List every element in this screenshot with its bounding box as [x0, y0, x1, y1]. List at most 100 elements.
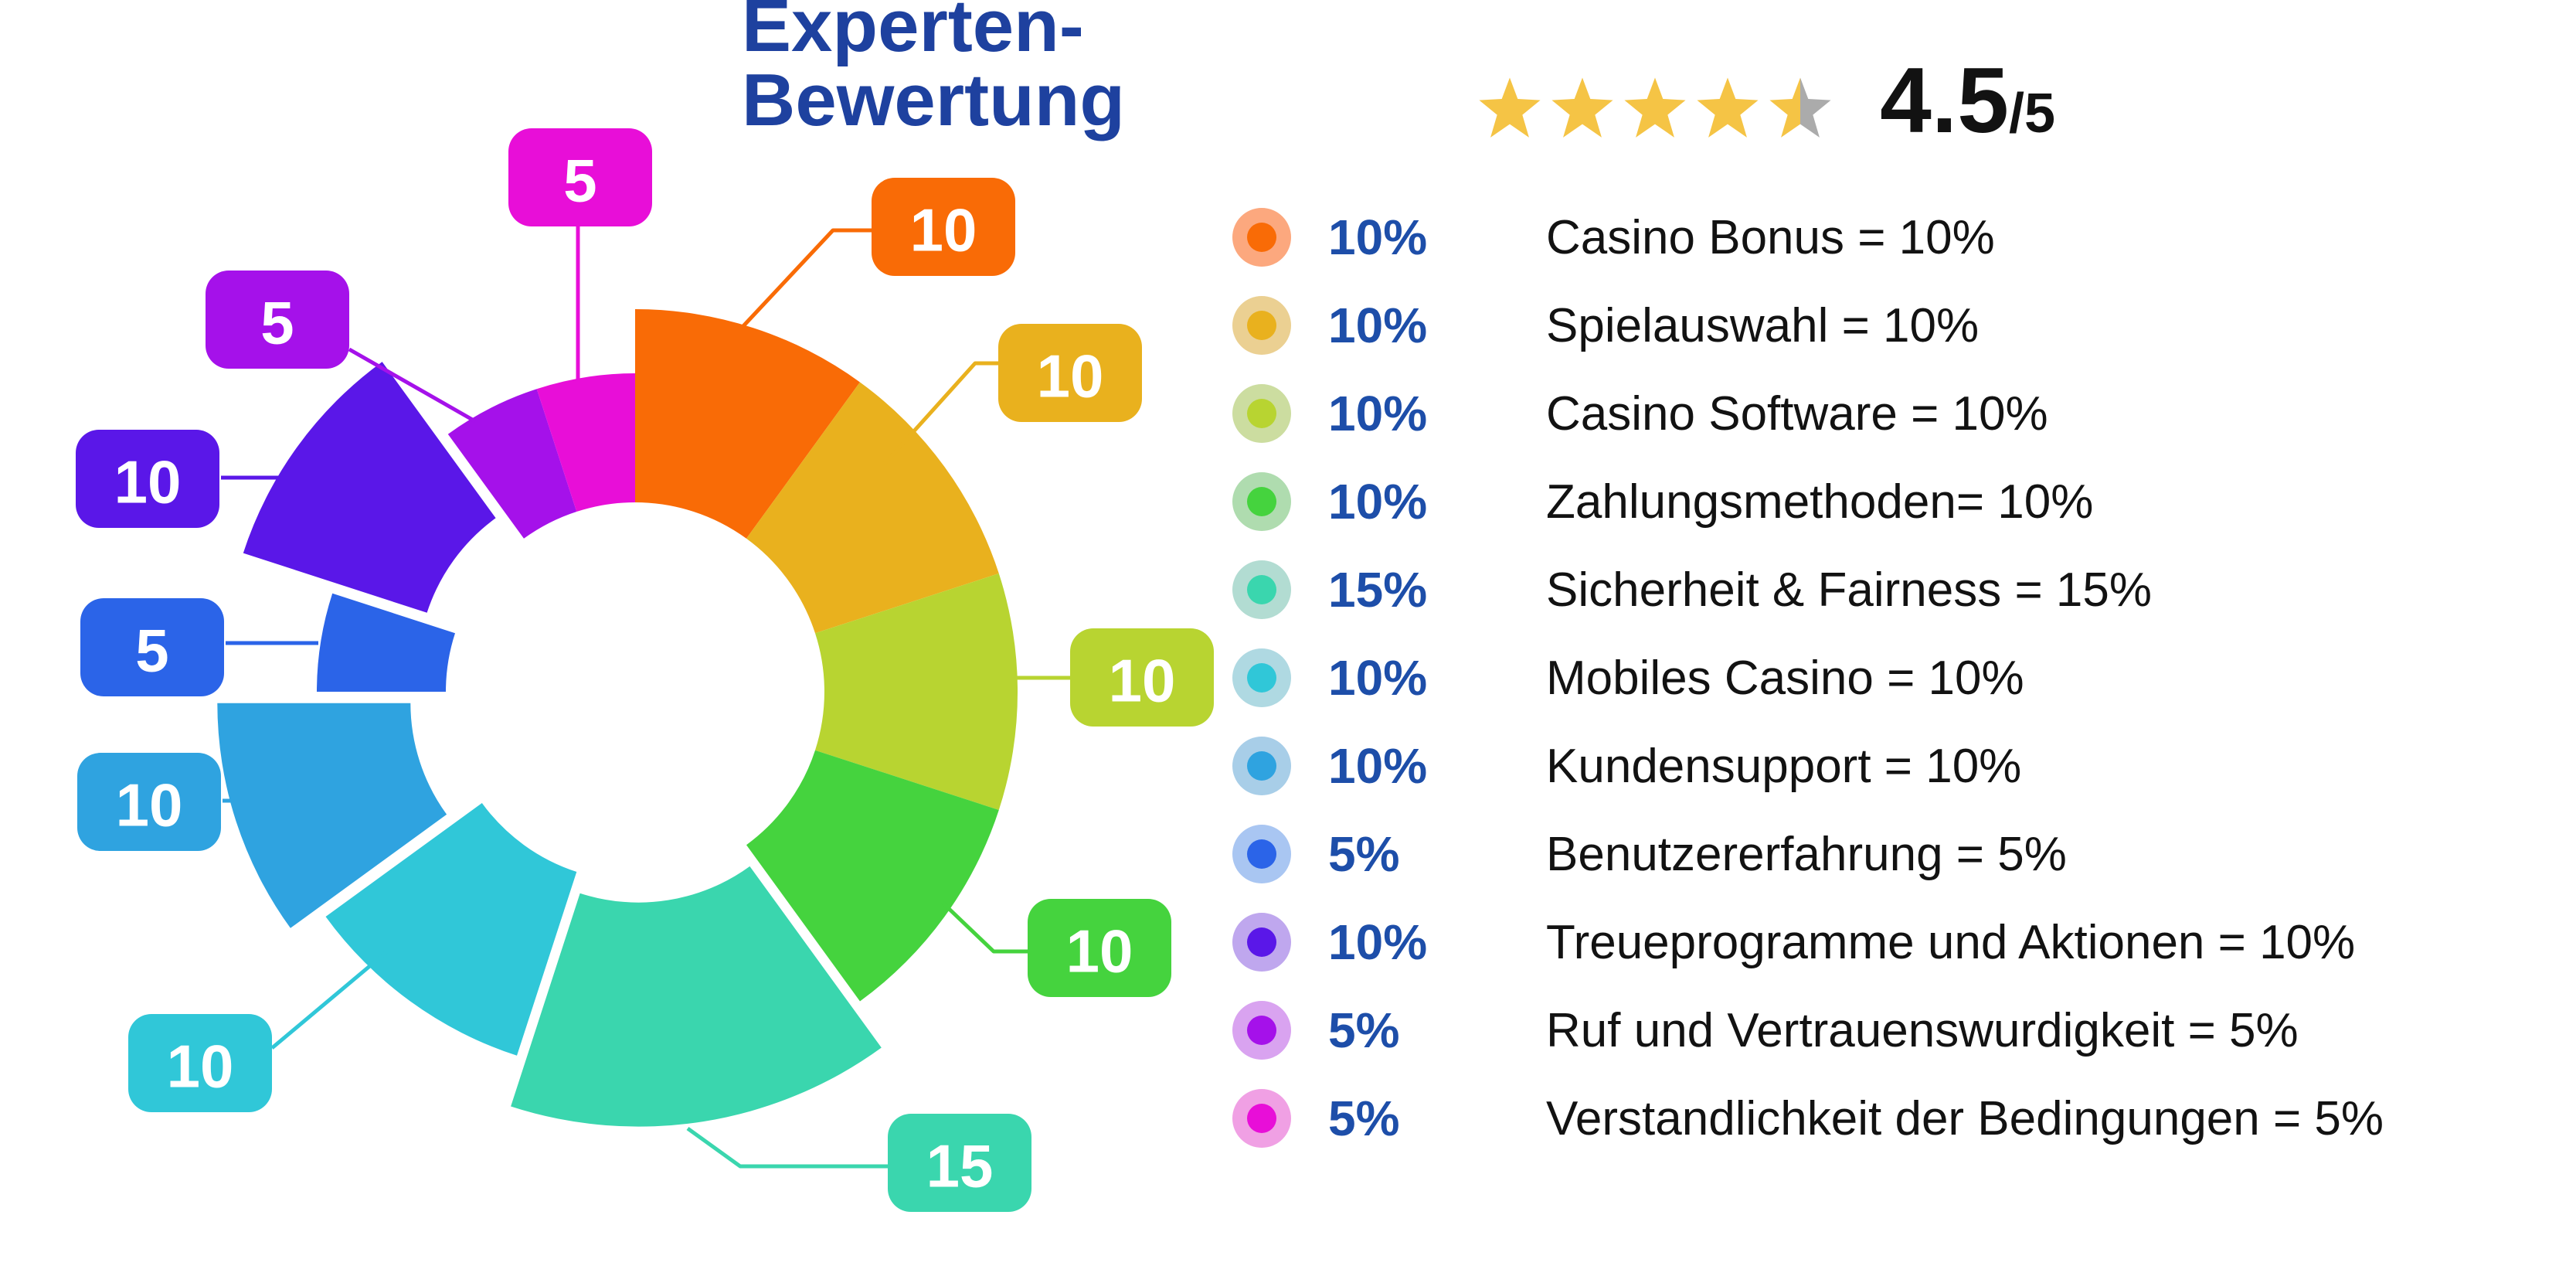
legend-bullet-icon — [1232, 560, 1291, 619]
legend-item-10: 5% Verstandlichkeit der Bedingungen = 5% — [1232, 1074, 2384, 1162]
legend-label: Ruf und Vertrauenswurdigkeit = 5% — [1546, 1003, 2299, 1057]
star-shape — [1769, 77, 1831, 138]
star-full-icon — [1697, 77, 1759, 138]
legend-percent: 5% — [1328, 826, 1400, 882]
legend-label: Verstandlichkeit der Bedingungen = 5% — [1546, 1091, 2384, 1145]
legend-item-9: 5% Ruf und Vertrauenswurdigkeit = 5% — [1232, 986, 2384, 1074]
callout-connector-1 — [882, 361, 998, 466]
legend-label: Sicherheit & Fairness = 15% — [1546, 563, 2152, 617]
callout-value-1: 10 — [1037, 342, 1104, 410]
callout-value-4: 15 — [926, 1132, 994, 1200]
star-shape — [1624, 77, 1686, 138]
callout-connector-4 — [686, 1126, 888, 1169]
donut-slice-6 — [217, 703, 447, 928]
star-shape — [1479, 77, 1541, 138]
rating-score: 4.5 /5 — [1880, 54, 2055, 147]
legend-item-7: 5% Benutzererfahrung = 5% — [1232, 810, 2384, 898]
callout-box-1: 10 — [998, 324, 1142, 422]
legend-bullet-icon — [1232, 384, 1291, 443]
legend-label: Casino Software = 10% — [1546, 386, 2048, 441]
legend-bullet-icon — [1232, 648, 1291, 707]
callout-box-bg-6 — [77, 753, 221, 851]
star-full-icon — [1479, 77, 1541, 138]
donut-slice-5 — [325, 803, 577, 1056]
legend-percent: 15% — [1328, 562, 1428, 618]
legend-item-8: 10% Treueprogramme und Aktionen = 10% — [1232, 898, 2384, 986]
legend-bullet-icon — [1232, 1001, 1291, 1060]
legend-item-1: 10% Spielauswahl = 10% — [1232, 281, 2384, 369]
legend-percent: 10% — [1328, 386, 1428, 441]
legend-percent: 10% — [1328, 474, 1428, 529]
callout-box-6: 10 — [77, 753, 221, 851]
legend-bullet-dot — [1247, 1016, 1276, 1045]
callout-value-7: 5 — [135, 617, 168, 685]
legend-bullet-dot — [1247, 839, 1276, 869]
legend-bullet-icon — [1232, 472, 1291, 531]
legend-item-0: 10% Casino Bonus = 10% — [1232, 193, 2384, 281]
callout-box-bg-3 — [1028, 899, 1171, 997]
legend-label: Casino Bonus = 10% — [1546, 210, 1995, 264]
legend-bullet-icon — [1232, 913, 1291, 972]
callout-box-bg-10 — [508, 128, 652, 226]
callout-box-bg-5 — [128, 1014, 272, 1112]
callout-value-0: 10 — [910, 196, 977, 264]
donut-slice-4 — [511, 866, 882, 1127]
legend-bullet-dot — [1247, 223, 1276, 252]
star-shape — [1697, 77, 1759, 138]
callout-box-bg-9 — [206, 271, 349, 369]
callout-connector-5 — [270, 951, 388, 1050]
callout-connector-3 — [941, 901, 1028, 954]
callout-box-bg-2 — [1070, 628, 1214, 727]
legend-label: Benutzererfahrung = 5% — [1546, 827, 2067, 881]
legend-bullet-dot — [1247, 927, 1276, 957]
legend-item-6: 10% Kundensupport = 10% — [1232, 722, 2384, 810]
legend-percent: 10% — [1328, 298, 1428, 353]
star-shape — [1551, 77, 1613, 138]
callout-box-7: 5 — [80, 598, 224, 696]
rating-value: 4.5 — [1880, 49, 2009, 152]
legend-bullet-dot — [1247, 1104, 1276, 1133]
callout-connector-9 — [348, 347, 477, 424]
donut-slice-1 — [746, 382, 999, 634]
legend-percent: 5% — [1328, 1091, 1400, 1146]
callout-box-9: 5 — [206, 271, 349, 369]
callout-box-bg-7 — [80, 598, 224, 696]
callout-box-4: 15 — [888, 1114, 1031, 1212]
legend-bullet-dot — [1247, 487, 1276, 516]
callout-box-bg-1 — [998, 324, 1142, 422]
legend-bullet-icon — [1232, 296, 1291, 355]
callout-box-8: 10 — [76, 430, 219, 528]
callout-value-8: 10 — [114, 448, 182, 516]
legend-item-2: 10% Casino Software = 10% — [1232, 369, 2384, 458]
legend-label: Mobiles Casino = 10% — [1546, 651, 2024, 705]
legend: 10% Casino Bonus = 10% 10% Spielauswahl = 1… — [1232, 193, 2384, 1162]
legend-percent: 10% — [1328, 914, 1428, 970]
donut-slice-10 — [536, 373, 635, 512]
star-half-icon — [1769, 77, 1831, 138]
legend-label: Kundensupport = 10% — [1546, 739, 2022, 793]
legend-label: Spielauswahl = 10% — [1546, 298, 1980, 352]
callout-value-9: 5 — [260, 289, 294, 357]
legend-bullet-icon — [1232, 737, 1291, 795]
callout-box-bg-8 — [76, 430, 219, 528]
rating-suffix: /5 — [2008, 83, 2055, 145]
callout-box-bg-0 — [872, 178, 1015, 276]
legend-percent: 10% — [1328, 738, 1428, 794]
legend-bullet-icon — [1232, 208, 1291, 267]
callout-connector-0 — [740, 228, 872, 329]
legend-percent: 10% — [1328, 209, 1428, 265]
callout-box-2: 10 — [1070, 628, 1214, 727]
donut-slice-9 — [447, 389, 577, 539]
legend-item-5: 10% Mobiles Casino = 10% — [1232, 634, 2384, 722]
header: Experten-Bewertung 4.5 /5 — [742, 0, 2055, 147]
callout-box-5: 10 — [128, 1014, 272, 1112]
donut-slice-8 — [243, 362, 496, 613]
donut-slice-3 — [746, 750, 999, 1002]
legend-bullet-dot — [1247, 663, 1276, 693]
callout-value-10: 5 — [563, 147, 596, 215]
legend-label: Treueprogramme und Aktionen = 10% — [1546, 915, 2356, 969]
callout-value-5: 10 — [167, 1033, 234, 1101]
donut-slice-0 — [635, 309, 860, 539]
legend-item-3: 10% Zahlungsmethoden= 10% — [1232, 458, 2384, 546]
